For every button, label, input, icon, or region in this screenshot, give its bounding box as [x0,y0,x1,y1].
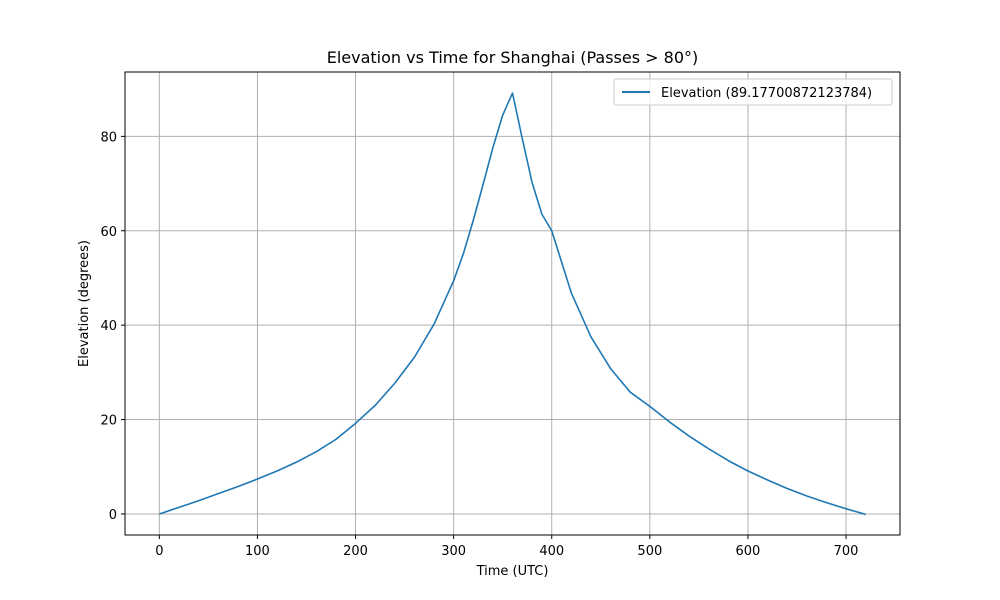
x-tick-label: 100 [245,544,270,559]
x-tick-label: 300 [441,544,466,559]
y-tick-label: 0 [109,508,117,523]
series-layer [159,92,866,516]
legend-box [613,78,893,106]
legend-label: Elevation (89.17700872123784) [661,86,872,101]
x-axis-label: Time (UTC) [476,564,549,579]
legend: Elevation (89.17700872123784) [613,78,893,106]
x-tick-label: 200 [343,544,368,559]
y-tick-label: 40 [100,319,117,334]
chart-title: Elevation vs Time for Shanghai (Passes >… [327,48,699,67]
y-tick-label: 80 [100,130,117,145]
x-tick-label: 500 [637,544,662,559]
y-axis-label: Elevation (degrees) [77,240,92,367]
series-line-elevation [159,92,866,516]
x-tick-label: 600 [736,544,761,559]
y-tick-label: 60 [100,225,117,240]
x-tick-label: 0 [155,544,163,559]
plot-frame [124,71,901,536]
y-tick-label: 20 [100,414,117,429]
x-tick-label: 400 [539,544,564,559]
x-tick-label: 700 [834,544,859,559]
grid-layer [125,72,900,535]
tick-layer: 0 100 200 300 400 500 600 700 0 20 40 60 80 [100,130,858,559]
